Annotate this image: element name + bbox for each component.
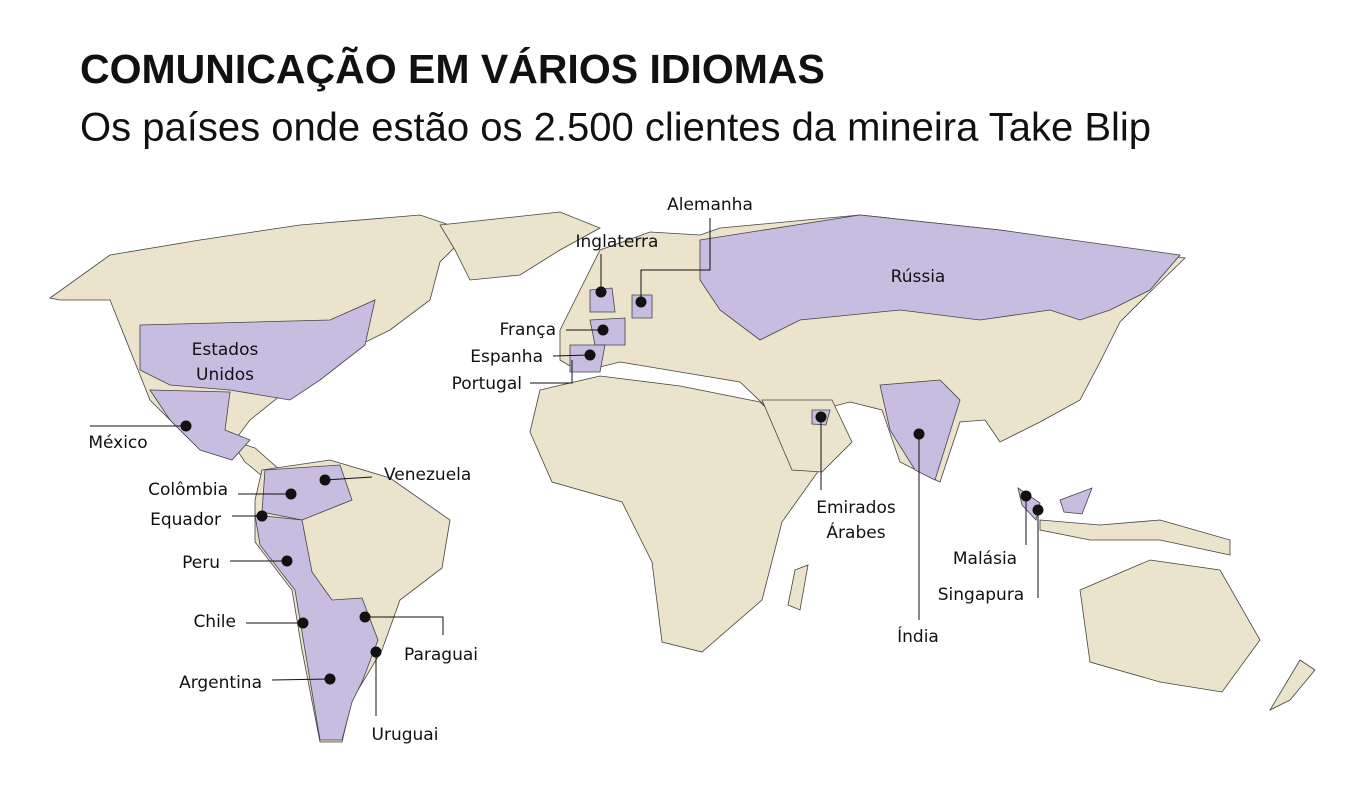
title: COMUNICAÇÃO EM VÁRIOS IDIOMAS: [80, 46, 825, 92]
location-dot: [913, 428, 925, 440]
country-label: França: [500, 320, 557, 340]
country-label: Espanha: [470, 347, 543, 367]
subtitle: Os países onde estão os 2.500 clientes d…: [80, 106, 1151, 150]
location-dot: [285, 488, 297, 500]
country-label: Emirados: [816, 498, 896, 518]
country-label: Singapura: [938, 585, 1024, 605]
leader-line: [530, 360, 573, 384]
country-label: Árabes: [826, 521, 885, 543]
country-label: Venezuela: [384, 465, 471, 485]
country-label: Malásia: [953, 549, 1017, 569]
markers: Rússia Alemanha Inglaterra França Espanha Por…: [88, 195, 1044, 745]
new-zealand: [1268, 659, 1316, 711]
leader-line: [271, 678, 331, 681]
country-label: Colômbia: [148, 480, 228, 500]
location-dot: [281, 555, 293, 567]
country-label: Argentina: [179, 673, 262, 693]
location-dot: [319, 474, 331, 486]
country-label: Portugal: [452, 374, 522, 394]
location-dot: [1020, 490, 1032, 502]
leader-line: [324, 476, 373, 481]
indonesia: [1039, 519, 1231, 556]
landmass: [49, 211, 1316, 743]
usa: [139, 299, 376, 401]
country-label: México: [88, 433, 147, 453]
borneo-malaysia: [1059, 487, 1093, 515]
mexico: [149, 389, 251, 461]
country-label: Alemanha: [667, 195, 753, 215]
location-dot: [597, 324, 609, 336]
country-label: Unidos: [196, 365, 254, 385]
location-dot: [584, 349, 596, 361]
location-dot: [635, 296, 647, 308]
location-dot: [1032, 504, 1044, 516]
location-dot: [256, 510, 268, 522]
russia: [699, 214, 1181, 341]
country-label: Índia: [897, 625, 939, 647]
country-label: Paraguai: [404, 645, 478, 665]
country-label: Estados: [192, 340, 259, 360]
location-dot: [370, 646, 382, 658]
africa: [529, 375, 833, 653]
country-label: Chile: [193, 612, 236, 632]
country-label: Peru: [182, 553, 220, 573]
country-label: Inglaterra: [576, 232, 659, 252]
location-dot: [815, 411, 827, 423]
leader-line: [365, 616, 444, 635]
leader-line: [552, 354, 591, 357]
location-dot: [595, 286, 607, 298]
country-label: Rússia: [891, 267, 946, 287]
australia: [1079, 559, 1261, 693]
madagascar: [787, 564, 809, 611]
greenland: [439, 211, 601, 281]
arabia: [761, 399, 853, 473]
location-dot: [297, 617, 309, 629]
location-dot: [359, 611, 371, 623]
location-dot: [324, 673, 336, 685]
country-label: Uruguai: [372, 725, 439, 745]
leader-line: [640, 218, 711, 302]
location-dot: [180, 420, 192, 432]
andes-south: [254, 514, 379, 741]
country-label: Equador: [150, 510, 221, 530]
